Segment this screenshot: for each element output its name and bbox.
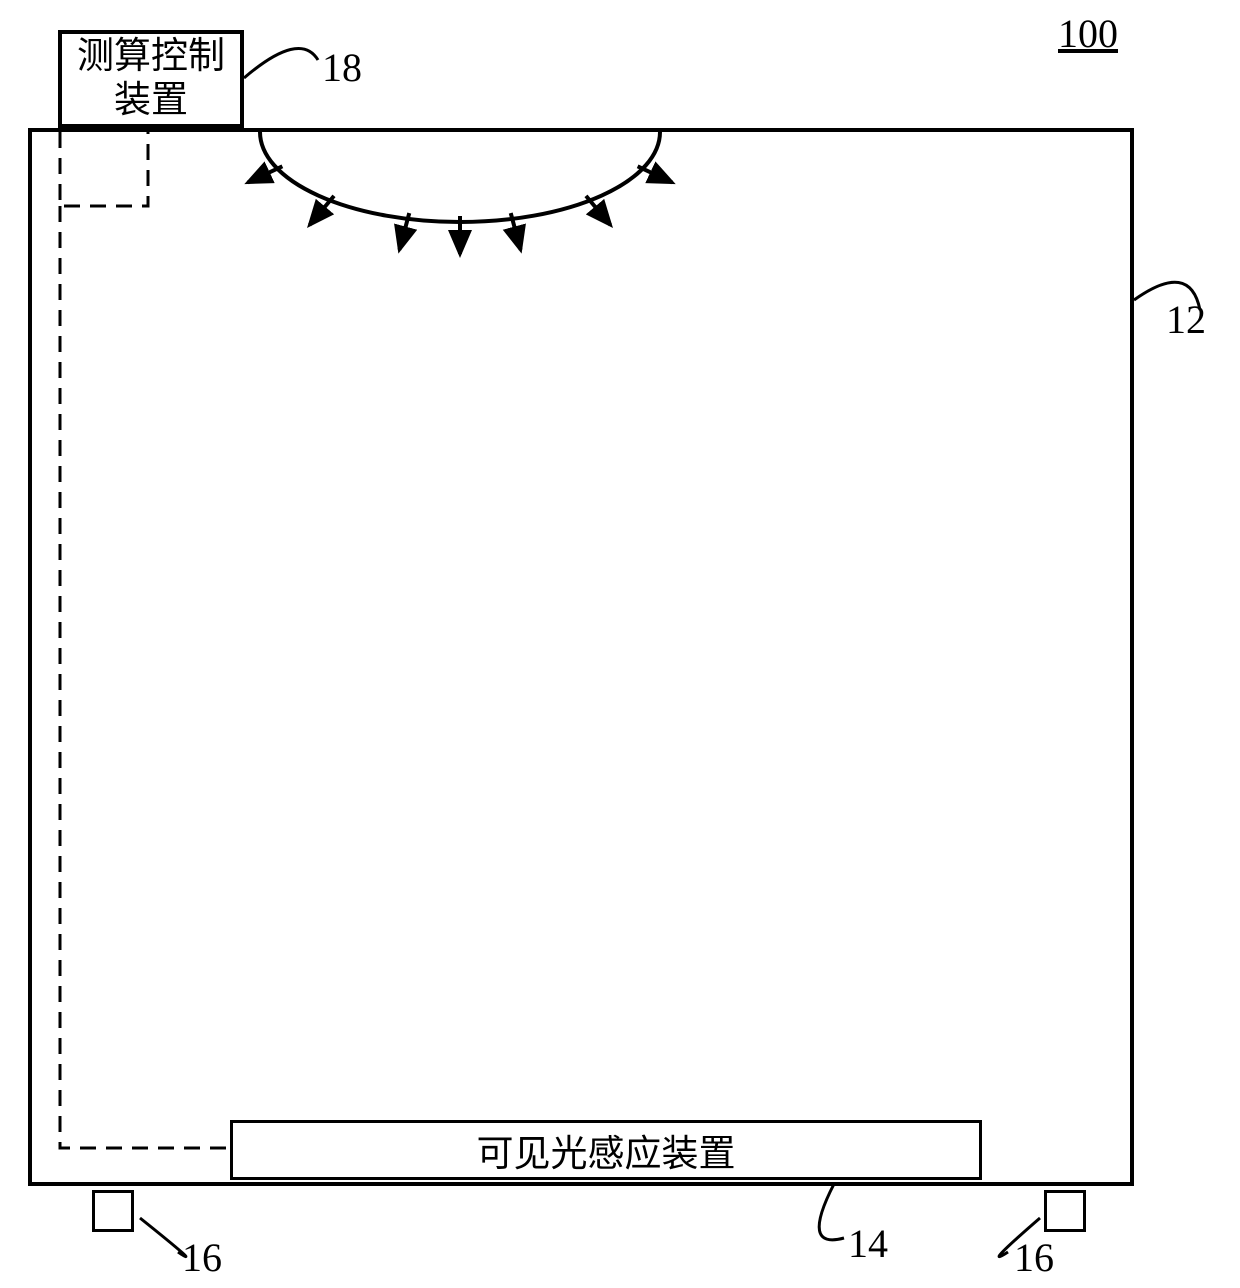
- ref-12: 12: [1166, 296, 1206, 343]
- ref-16-right: 16: [1014, 1234, 1054, 1281]
- ref-18: 18: [322, 44, 362, 91]
- patent-figure: 100 测算控制装置 可见光感应装置 18 12: [0, 0, 1240, 1288]
- ref-16-left: 16: [182, 1234, 222, 1281]
- ref-14: 14: [848, 1220, 888, 1267]
- leader-lines: [0, 0, 1240, 1288]
